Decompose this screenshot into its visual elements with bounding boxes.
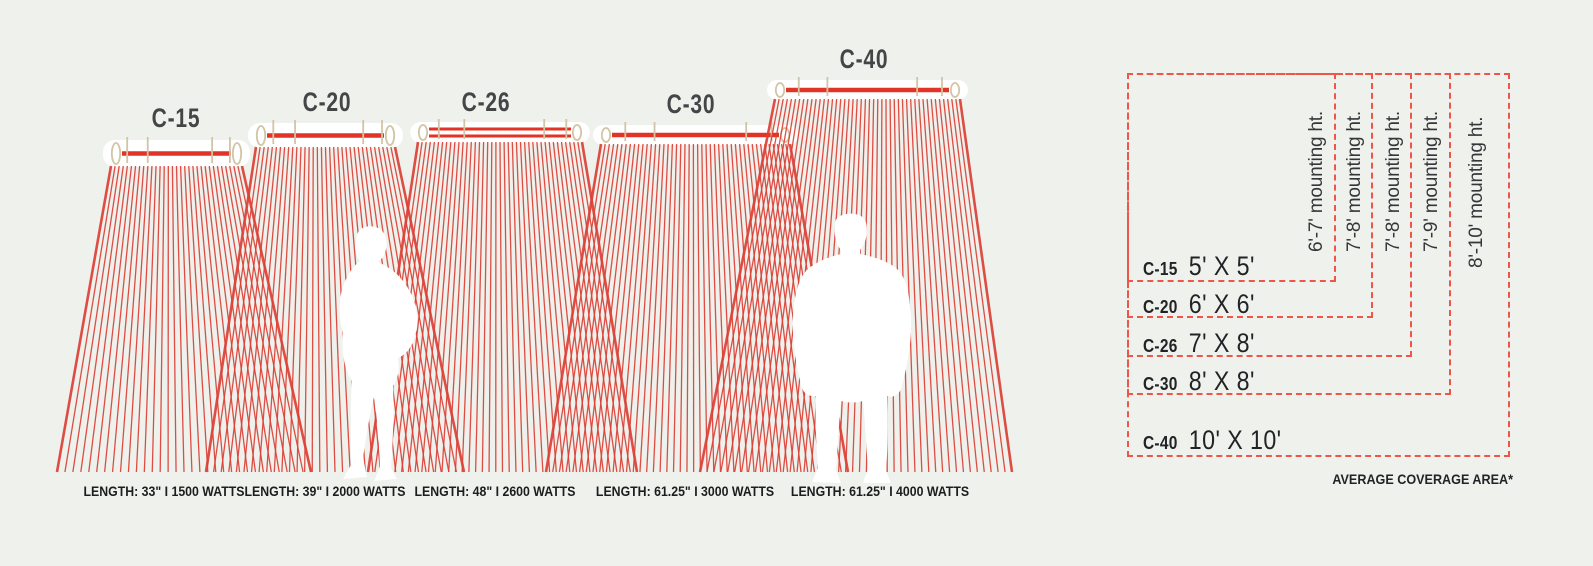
mounting-height-label: 7'-9' mounting ht.: [1421, 111, 1442, 252]
coverage-row: C-20 6' X 6': [1143, 289, 1255, 320]
mounting-height-label: 7'-8' mounting ht.: [1344, 111, 1365, 252]
mounting-height-label: 7'-8' mounting ht.: [1383, 111, 1404, 252]
coverage-size-value: 10' X 10': [1188, 425, 1282, 455]
coverage-model-label: C-40: [1143, 433, 1178, 453]
mounting-height-label: 8'-10' mounting ht.: [1466, 116, 1487, 268]
heater-model-label: C-26: [461, 87, 511, 117]
heater-spec-label: LENGTH: 48" I 2600 WATTS: [414, 483, 576, 499]
heater-model-label: C-40: [839, 44, 889, 74]
heater-spec-label: LENGTH: 39" I 2000 WATTS: [244, 483, 406, 499]
coverage-size-value: 8' X 8': [1188, 366, 1255, 396]
coverage-model-label: C-26: [1143, 336, 1178, 356]
heater-model-label: C-20: [302, 87, 352, 117]
heater-unit-c-40: [767, 77, 968, 100]
coverage-size-value: 7' X 8': [1188, 328, 1255, 358]
heater-model-label: C-30: [666, 89, 716, 119]
person-silhouette-large: [792, 213, 912, 483]
heater-spec-label: LENGTH: 61.25" I 4000 WATTS: [790, 483, 970, 499]
coverage-row: C-30 8' X 8': [1143, 366, 1255, 397]
heater-model-label: C-15: [151, 103, 201, 133]
heat-ray-fan-c-15: [55, 165, 313, 473]
coverage-row: C-15 5' X 5': [1143, 251, 1255, 282]
coverage-area-box: [1127, 73, 1510, 457]
coverage-model-label: C-15: [1143, 259, 1178, 279]
heater-unit-c-30: [593, 122, 798, 145]
mounting-height-label: 6'-7' mounting ht.: [1306, 111, 1327, 252]
heater-spec-label: LENGTH: 33" I 1500 WATTS: [83, 483, 245, 499]
coverage-size-value: 6' X 6': [1188, 289, 1255, 319]
coverage-model-label: C-30: [1143, 374, 1178, 394]
coverage-footnote: AVERAGE COVERAGE AREA*: [1332, 471, 1513, 487]
coverage-model-label: C-20: [1143, 297, 1178, 317]
heater-unit-c-26: [410, 119, 590, 143]
heater-unit-c-20: [248, 120, 403, 148]
person-silhouette-small: [339, 226, 418, 481]
coverage-row: C-40 10' X 10': [1143, 425, 1282, 456]
coverage-row: C-26 7' X 8': [1143, 328, 1255, 359]
heater-spec-label: LENGTH: 61.25" I 3000 WATTS: [595, 483, 775, 499]
heater-unit-c-15: [103, 137, 250, 167]
coverage-size-value: 5' X 5': [1188, 251, 1255, 281]
